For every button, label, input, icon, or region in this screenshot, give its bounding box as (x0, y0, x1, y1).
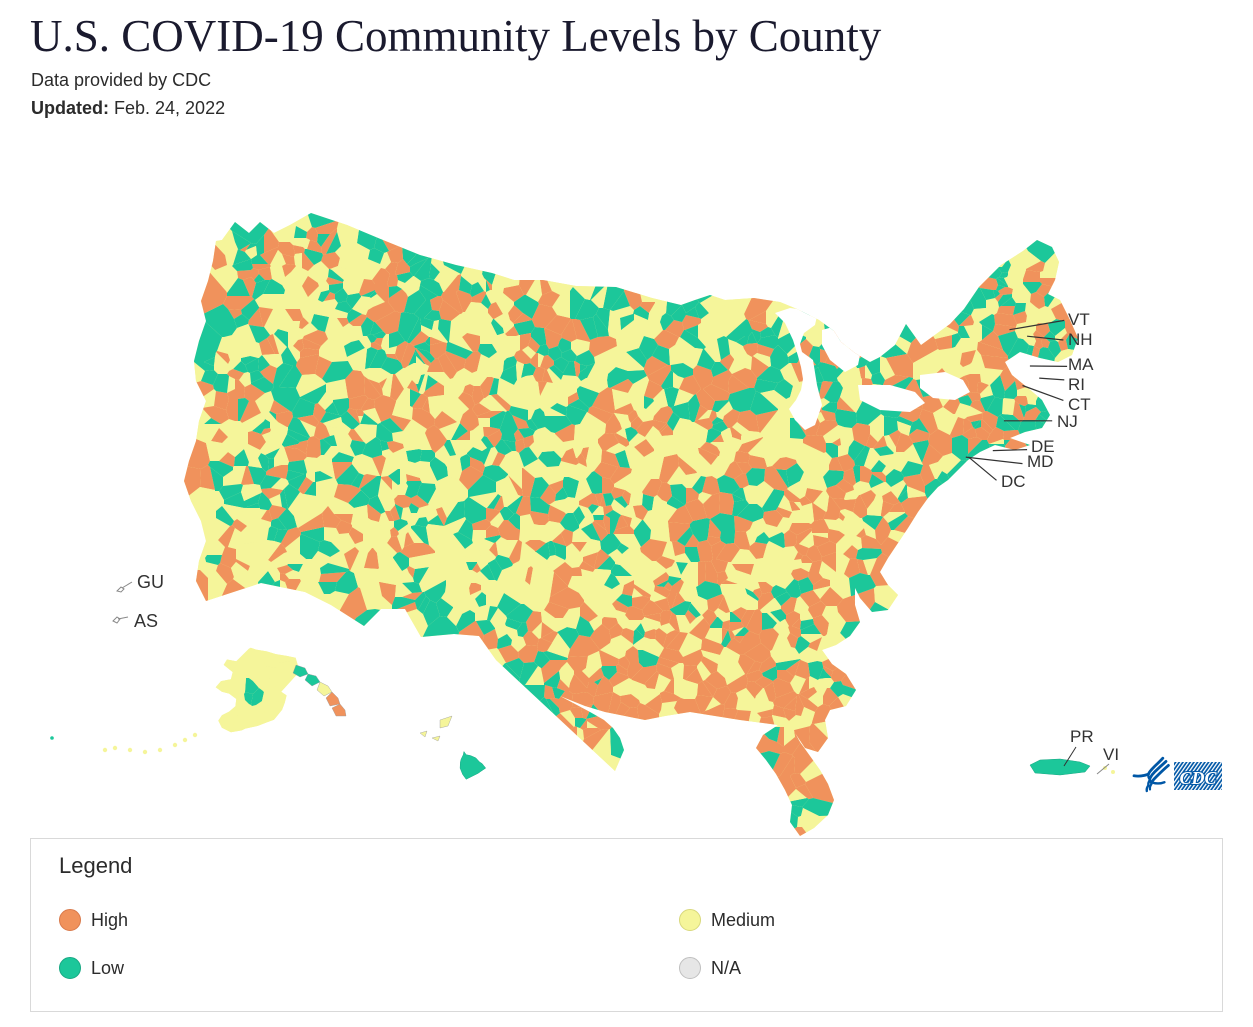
svg-text:PR: PR (1070, 727, 1094, 746)
svg-text:VI: VI (1103, 745, 1119, 764)
svg-text:MA: MA (1068, 355, 1094, 374)
svg-text:NH: NH (1068, 330, 1093, 349)
svg-text:AS: AS (134, 611, 158, 631)
svg-text:VT: VT (1068, 310, 1090, 329)
svg-text:RI: RI (1068, 375, 1085, 394)
svg-text:CDC: CDC (1179, 768, 1217, 788)
svg-text:MD: MD (1027, 452, 1053, 471)
svg-text:DC: DC (1001, 472, 1026, 491)
svg-text:GU: GU (137, 572, 164, 592)
svg-text:NJ: NJ (1057, 412, 1078, 431)
